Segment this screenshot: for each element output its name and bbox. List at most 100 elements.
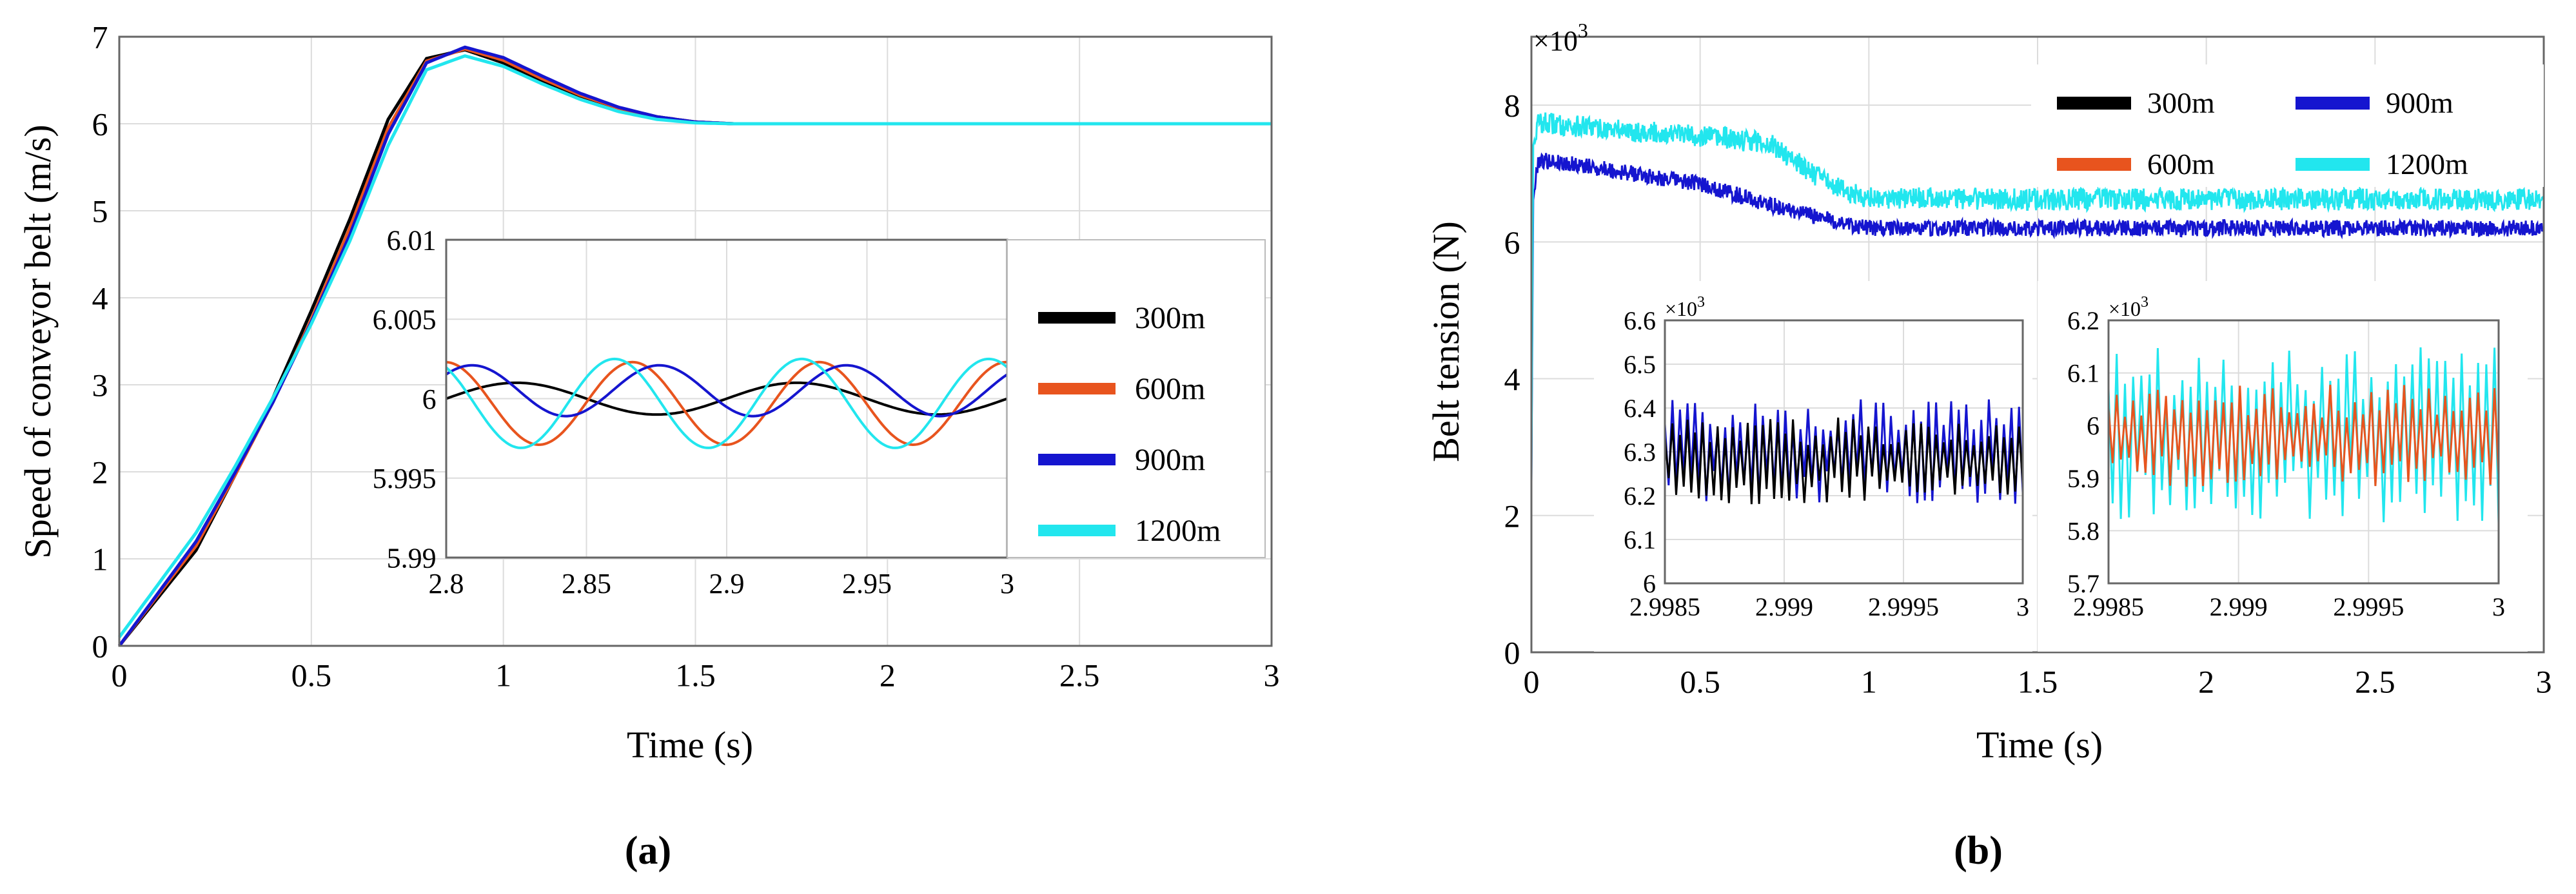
panel-b-exponent-power: 3 [1578, 19, 1588, 42]
panel-b-xtick-label: 2 [2198, 664, 2214, 700]
panel-a-xtick-label: 3 [1264, 657, 1280, 694]
panel-b-inset-1-xtick-label: 2.9995 [1868, 592, 1939, 621]
panel-a-label: (a) [625, 829, 671, 873]
panel-b-ytick-label: 0 [1504, 635, 1520, 671]
panel-a-inset-ytick-label: 6.005 [373, 304, 437, 336]
panel-b-inset-2-frame [2107, 319, 2500, 585]
panel-b-axes-frame [1530, 35, 2545, 654]
panel-b-inset-2-ytick-label: 5.8 [2067, 516, 2099, 545]
panel-a-ytick-label: 3 [92, 367, 108, 403]
panel-b-ytick-label: 6 [1504, 224, 1520, 260]
panel-a-inset-xtick-label: 2.9 [709, 568, 745, 599]
panel-b-ticks: 0 0.5 1 1.5 2 2.5 3 0 2 4 6 8 [1504, 88, 2552, 700]
panel-a-inset-ytick-label: 5.99 [387, 542, 437, 574]
panel-a-xlabel: Time (s) [627, 724, 753, 766]
panel-a-ytick-label: 4 [92, 280, 108, 316]
panel-b-series [1530, 112, 2544, 481]
panel-b-xtick-label: 2.5 [2355, 664, 2395, 700]
panel-b-inset-2-ytick-label: 5.7 [2067, 569, 2099, 598]
panel-a-ytick-label: 2 [92, 454, 108, 491]
panel-b-inset-1-series [1664, 399, 2024, 505]
panel-b-inset-2-exponent: ×103 [2109, 294, 2148, 320]
panel-b-inset-2-xtick-label: 2.9995 [2333, 592, 2404, 621]
panel-b-inset-2-ytick-label: 6 [2087, 411, 2099, 440]
panel-b-inset-1-frame [1664, 319, 2024, 585]
panel-a-xtick-label: 2.5 [1059, 657, 1100, 694]
panel-b-series-1200m [1530, 112, 2544, 481]
panel-b-inset-2-ytick-label: 6.2 [2067, 306, 2099, 335]
panel-a-xtick-label: 0 [112, 657, 128, 694]
panel-a-inset-xtick-label: 2.95 [842, 568, 892, 599]
panel-b-legend: 300m 900m 600m 1200m [2057, 86, 2468, 180]
panel-b-exponent: ×103 [1533, 19, 1588, 57]
panel-a-inset-ticks: 2.8 2.85 2.9 2.95 3 5.99 5.995 6 6.005 6.01 [373, 224, 1014, 599]
panel-a-xtick-label: 2 [880, 657, 896, 694]
panel-a-inset-xtick-label: 2.8 [429, 568, 464, 599]
panel-a-legend-label: 600m [1135, 372, 1205, 406]
panel-b-xtick-label: 0.5 [1680, 664, 1720, 700]
panel-b-series-900m [1530, 152, 2544, 481]
panel-a-inset-ytick-label: 6 [422, 384, 437, 415]
panel-b-ytick-label: 2 [1504, 498, 1520, 534]
panel-b-inset-1-series-300m [1664, 417, 2024, 505]
panel-b-xlabel: Time (s) [1976, 724, 2103, 766]
panel-a-inset-series-900m [445, 364, 1008, 418]
panel-b-inset-2-ticks: 2.9985 2.999 2.9995 3 5.7 5.8 5.9 6 6.1 6.2 [2067, 306, 2505, 621]
panel-a: 0 0.5 1 1.5 2 2.5 3 0 1 2 3 4 5 6 7 Speed of conveyor … [17, 19, 1280, 873]
panel-b-ytick-label: 8 [1504, 88, 1520, 124]
panel-a-ytick-label: 0 [92, 628, 108, 665]
panel-b-ylabel: Belt tension (N) [1425, 221, 1467, 462]
panel-b-ytick-label: 4 [1504, 361, 1520, 397]
panel-a-inset: 2.8 2.85 2.9 2.95 3 5.99 5.995 6 6.005 6.01 300m 6… [373, 224, 1266, 599]
panel-a-ticks: 0 0.5 1 1.5 2 2.5 3 0 1 2 3 4 5 6 7 [92, 19, 1280, 694]
panel-a-series-1200m [117, 54, 1272, 638]
panel-a-ylabel: Speed of conveyor belt (m/s) [17, 124, 59, 558]
panel-a-series [117, 45, 1272, 647]
panel-a-inset-series [445, 357, 1008, 449]
panel-b-inset-2: 2.9985 2.999 2.9995 35.75.85.966.16.2 ×103 [2038, 281, 2528, 652]
panel-a-axes-frame [118, 35, 1273, 647]
panel-a-inset-series-1200m [445, 357, 1008, 449]
panel-a-inset-series-600m [446, 360, 1008, 447]
panel-b-inset-1-ytick-label: 6.4 [1624, 394, 1656, 423]
panel-b-inset-2-xtick-label: 2.9985 [2073, 592, 2144, 621]
panel-b-inset-2-exponent-power: 3 [2141, 294, 2148, 311]
panel-b-inset-2-ytick-label: 5.9 [2067, 464, 2099, 493]
panel-b-xtick-label: 1.5 [2018, 664, 2058, 700]
panel-a-xtick-label: 0.5 [291, 657, 332, 694]
panel-b-inset-1-ytick-label: 6 [1643, 569, 1656, 598]
panel-a-xtick-label: 1.5 [675, 657, 716, 694]
panel-a-legend-label: 300m [1135, 301, 1205, 335]
panel-b-inset-1-xtick-label: 2.999 [1755, 592, 1813, 621]
panel-b-inset-2-series [2107, 347, 2500, 524]
panel-b-inset-2-xtick-label: 3 [2492, 592, 2505, 621]
panel-a-xtick-label: 1 [495, 657, 511, 694]
panel-b-xtick-label: 0 [1524, 664, 1540, 700]
panel-b-legend-label: 600m [2147, 148, 2215, 180]
panel-a-inset-xtick-label: 3 [1000, 568, 1014, 599]
panel-b-inset-1: 2.9985 2.999 2.9995 3 6 6.1 6.2 6.3 6.4 6.5 6.6 ×1… [1594, 281, 2032, 652]
panel-b-inset-1-exponent: ×103 [1665, 294, 1705, 320]
panel-b-xtick-label: 3 [2536, 664, 2552, 700]
panel-b-inset-1-ytick-label: 6.3 [1624, 438, 1656, 467]
panel-a-ytick-label: 7 [92, 19, 108, 55]
panel-b-inset-2-ytick-label: 6.1 [2067, 359, 2099, 388]
panel-b-inset-1-ytick-label: 6.1 [1624, 525, 1656, 554]
panel-b-exponent-base: ×10 [1533, 25, 1578, 57]
panel-b-legend-label: 900m [2386, 86, 2453, 119]
panel-a-inset-ytick-label: 5.995 [373, 463, 437, 494]
panel-a-legend-label: 1200m [1135, 514, 1221, 548]
panel-b-inset-1-xtick-label: 2.9985 [1629, 592, 1700, 621]
panel-b-inset-1-xtick-label: 3 [2016, 592, 2029, 621]
panel-b-inset-2-series-600m [2107, 384, 2500, 487]
panel-b-inset-1-exponent-power: 3 [1697, 294, 1705, 311]
panel-a-inset-xtick-label: 2.85 [562, 568, 611, 599]
panel-b-inset-2-exponent-base: ×10 [2109, 297, 2141, 320]
panel-a-ytick-label: 1 [92, 541, 108, 578]
panel-a-inset-series-300m [446, 381, 1008, 416]
panel-a-legend-label: 900m [1135, 443, 1205, 477]
panel-b-inset-1-ticks: 2.9985 2.999 2.9995 3 6 6.1 6.2 6.3 6.4 6.5 6.6 [1624, 306, 2029, 621]
panel-b-inset-1-exponent-base: ×10 [1665, 297, 1697, 320]
